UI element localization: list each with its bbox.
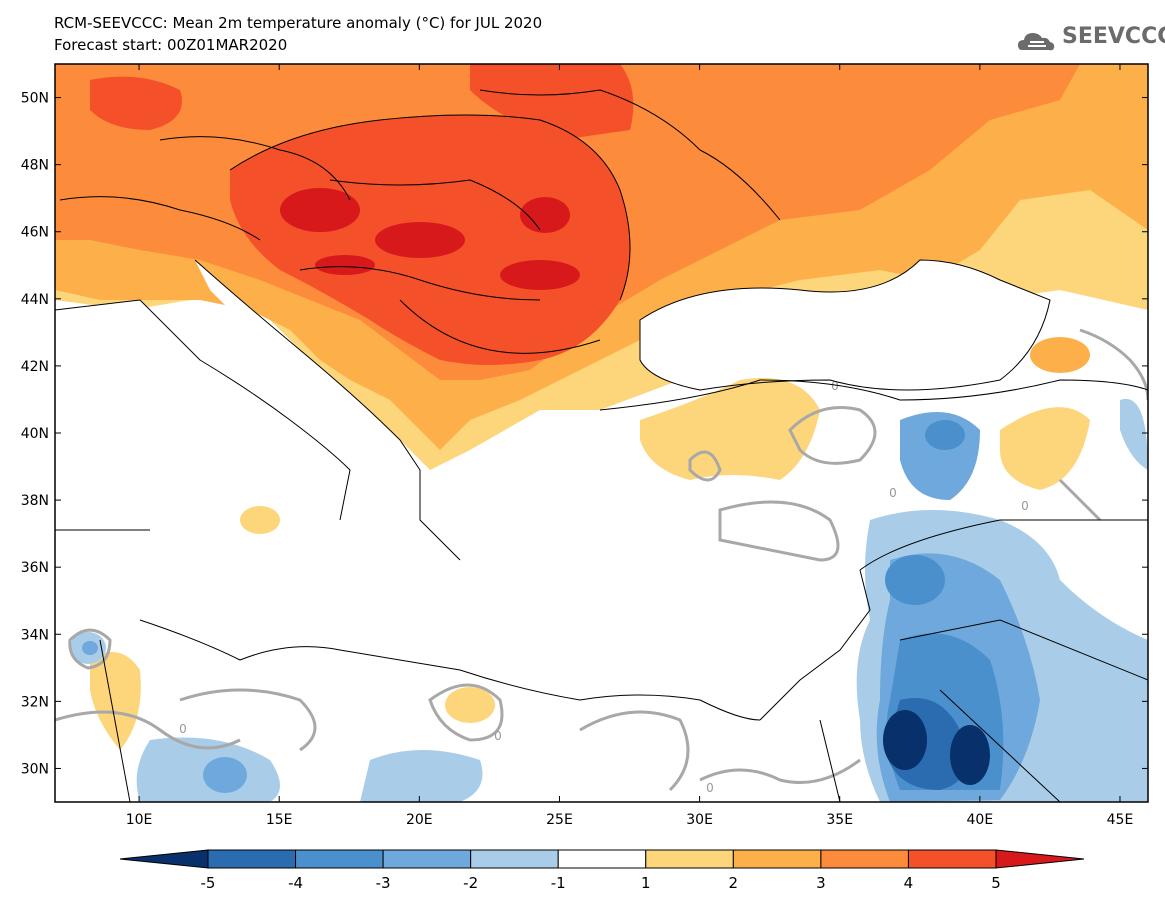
logo-text: SEEVCCC: [1062, 24, 1165, 49]
colorbar-box: [382, 849, 472, 869]
lon-tick-label: 15E: [266, 812, 293, 828]
lat-tick-label: 42N: [21, 359, 49, 375]
colorbar-label: 5: [991, 874, 1001, 892]
colorbar-min-arrow: [119, 849, 209, 869]
lat-tick-label: 48N: [21, 158, 49, 174]
colorbar-label: -1: [551, 874, 566, 892]
colorbar-label: 1: [641, 874, 651, 892]
contour-label: 0: [889, 486, 897, 500]
cloud-icon: [1018, 33, 1055, 51]
lon-tick-label: 20E: [406, 812, 433, 828]
lon-tick-label: 35E: [826, 812, 853, 828]
lon-tick-label: 25E: [546, 812, 573, 828]
lat-tick-label: 50N: [21, 91, 49, 107]
lat-tick-label: 44N: [21, 292, 49, 308]
colorbar-label: -5: [201, 874, 216, 892]
lon-tick-label: 40E: [967, 812, 994, 828]
lat-tick-label: 40N: [21, 426, 49, 442]
contour-label: 0: [179, 722, 187, 736]
lon-tick-label: 45E: [1107, 812, 1134, 828]
zero-contours: [55, 328, 1148, 792]
lon-tick-label: 10E: [126, 812, 153, 828]
latitude-ticks: 50N 48N 46N 44N 42N 40N 38N 36N 34N 32N 30N: [21, 91, 1148, 777]
colorbar-box: [732, 849, 822, 869]
lat-tick-label: 38N: [21, 493, 49, 509]
colorbar-box: [820, 849, 909, 869]
lat-tick-label: 46N: [21, 225, 49, 241]
lat-tick-label: 30N: [21, 761, 49, 777]
contour-label: 0: [706, 781, 714, 795]
contour-label: 0: [494, 729, 502, 743]
colorbar-box: [907, 849, 997, 869]
map-title: RCM-SEEVCCC: Mean 2m temperature anomaly…: [54, 14, 543, 32]
colorbar-label: 2: [729, 874, 739, 892]
coastlines: [55, 89, 1148, 802]
colorbar-label: 4: [904, 874, 914, 892]
lat-tick-label: 32N: [21, 694, 49, 710]
lon-tick-label: 30E: [686, 812, 713, 828]
contour-label: 0: [831, 379, 839, 393]
lat-tick-label: 34N: [21, 627, 49, 643]
forecast-start-label: Forecast start: 00Z01MAR2020: [54, 36, 288, 54]
contour-label: 0: [1021, 499, 1029, 513]
colorbar-label: -2: [463, 874, 478, 892]
colorbar-label: 3: [816, 874, 826, 892]
colorbar-label: -3: [376, 874, 391, 892]
anomaly-fields: 0 0 0 0 0 0: [55, 64, 1148, 802]
colorbar-label: -4: [288, 874, 303, 892]
lat-tick-label: 36N: [21, 560, 49, 576]
colorbar-max-arrow: [995, 849, 1085, 869]
colorbar-box: [645, 849, 734, 869]
colorbar-box: [557, 849, 647, 869]
colorbar-box: [295, 849, 384, 869]
colorbar-box: [207, 849, 297, 869]
colorbar: -5 -4 -3 -2 -1 1 2 3 4 5: [119, 849, 1085, 892]
colorbar-box: [470, 849, 559, 869]
longitude-ticks: 10E 15E 20E 25E 30E 35E 40E 45E: [126, 64, 1134, 828]
